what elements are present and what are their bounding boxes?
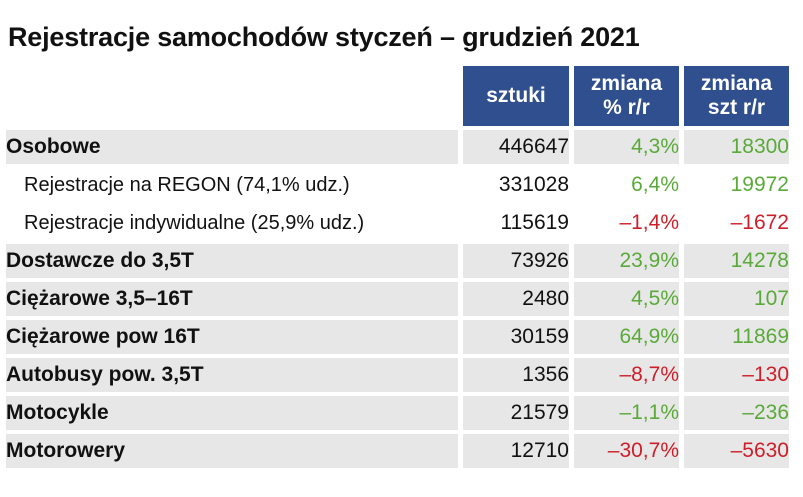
header-pct-line2: % r/r xyxy=(603,96,650,119)
header-abs-line1: zmiana xyxy=(700,72,773,95)
header-abs-line2: szt r/r xyxy=(707,96,766,119)
row-pct-change: 23,9% xyxy=(569,240,679,278)
table-row: Autobusy pow. 3,5T 1356 –8,7% –130 xyxy=(6,354,789,392)
row-pct-change: 4,5% xyxy=(569,278,679,316)
row-units: 21579 xyxy=(458,392,569,430)
row-pct-change: –1,1% xyxy=(569,392,679,430)
row-units: 12710 xyxy=(458,430,569,468)
row-label: Osobowe xyxy=(6,126,458,164)
row-pct-change: –8,7% xyxy=(569,354,679,392)
row-units: 1356 xyxy=(458,354,569,392)
row-label: Dostawcze do 3,5T xyxy=(6,240,458,278)
header-units: sztuki xyxy=(458,66,569,126)
row-label-text: Ciężarowe pow 16T xyxy=(6,325,200,348)
header-pct-line1: zmiana xyxy=(590,72,663,95)
header-units-label: sztuki xyxy=(486,84,546,107)
row-label-text: Rejestracje na REGON xyxy=(24,173,237,196)
row-pct-change: –1,4% xyxy=(569,202,679,240)
row-pct-change: 64,9% xyxy=(569,316,679,354)
row-abs-change: –5630 xyxy=(679,430,789,468)
row-abs-change: 11869 xyxy=(679,316,789,354)
row-units: 446647 xyxy=(458,126,569,164)
row-pct-change: –30,7% xyxy=(569,430,679,468)
row-abs-change: 107 xyxy=(679,278,789,316)
row-share-note: (74,1% udz.) xyxy=(236,173,350,196)
row-label: Rejestracje na REGON (74,1% udz.) xyxy=(6,164,458,202)
row-abs-change: –1672 xyxy=(679,202,789,240)
row-abs-change: –236 xyxy=(679,392,789,430)
row-label: Ciężarowe pow 16T xyxy=(6,316,458,354)
row-units: 30159 xyxy=(458,316,569,354)
row-abs-change: 14278 xyxy=(679,240,789,278)
table-row: Motocykle 21579 –1,1% –236 xyxy=(6,392,789,430)
header-abs-change: zmiana szt r/r xyxy=(679,66,789,126)
row-share-note: (25,9% udz.) xyxy=(250,211,365,234)
registrations-table: sztuki zmiana % r/r zmiana szt r/r Osobo… xyxy=(6,66,789,468)
row-abs-change: 19972 xyxy=(679,164,789,202)
row-units: 2480 xyxy=(458,278,569,316)
row-label: Rejestracje indywidualne (25,9% udz.) xyxy=(6,202,458,240)
row-abs-change: –130 xyxy=(679,354,789,392)
row-label-text: Autobusy pow. 3,5T xyxy=(6,363,204,386)
header-blank-cell xyxy=(6,66,458,126)
table-row: Rejestracje na REGON (74,1% udz.) 331028 6… xyxy=(6,164,789,202)
row-label-text: Motocykle xyxy=(6,401,109,424)
row-label: Motocykle xyxy=(6,392,458,430)
header-pct-change: zmiana % r/r xyxy=(569,66,679,126)
row-pct-change: 6,4% xyxy=(569,164,679,202)
row-label-text: Motorowery xyxy=(6,439,126,462)
row-pct-change: 4,3% xyxy=(569,126,679,164)
row-label: Autobusy pow. 3,5T xyxy=(6,354,458,392)
table-header-row: sztuki zmiana % r/r zmiana szt r/r xyxy=(6,66,789,126)
page-title: Rejestracje samochodów styczeń – grudzie… xyxy=(8,22,640,52)
table-row: Motorowery 12710 –30,7% –5630 xyxy=(6,430,789,468)
row-label-text: Dostawcze do 3,5T xyxy=(6,249,194,272)
row-label-text: Rejestracje indywidualne xyxy=(24,211,251,234)
row-label: Motorowery xyxy=(6,430,458,468)
table-row: Dostawcze do 3,5T 73926 23,9% 14278 xyxy=(6,240,789,278)
row-label-text: Osobowe xyxy=(6,135,101,158)
table-row: Ciężarowe pow 16T 30159 64,9% 11869 xyxy=(6,316,789,354)
row-units: 115619 xyxy=(458,202,569,240)
table-row: Osobowe 446647 4,3% 18300 xyxy=(6,126,789,164)
table-row: Rejestracje indywidualne (25,9% udz.) 115… xyxy=(6,202,789,240)
row-units: 331028 xyxy=(458,164,569,202)
row-label-text: Ciężarowe 3,5–16T xyxy=(6,287,193,310)
row-label: Ciężarowe 3,5–16T xyxy=(6,278,458,316)
row-abs-change: 18300 xyxy=(679,126,789,164)
row-units: 73926 xyxy=(458,240,569,278)
table-row: Ciężarowe 3,5–16T 2480 4,5% 107 xyxy=(6,278,789,316)
